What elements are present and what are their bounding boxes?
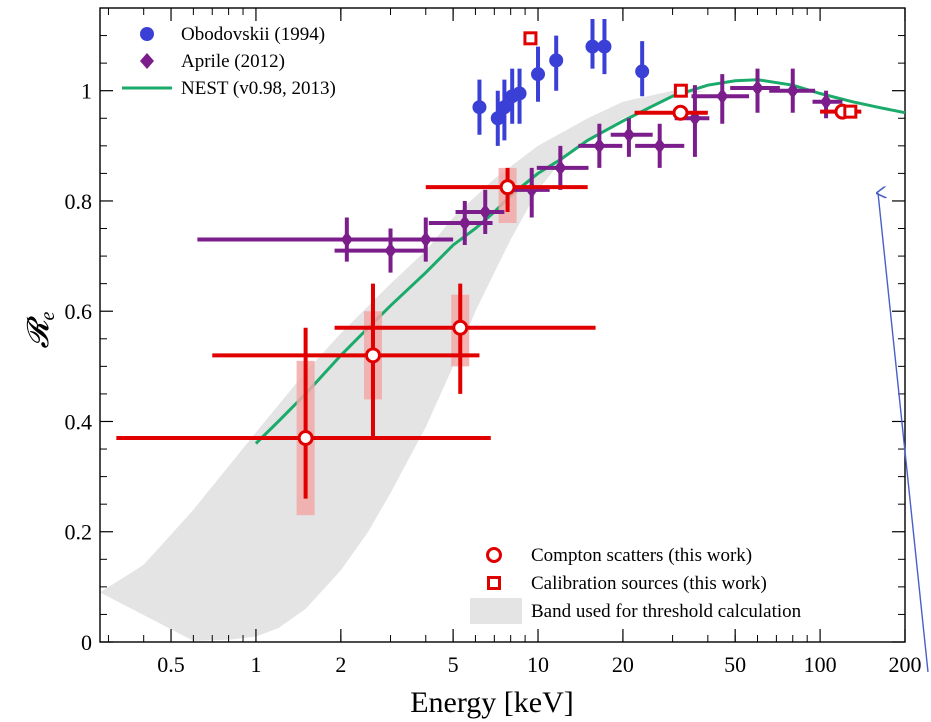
threshold-band (100, 90, 708, 641)
x-tick-label: 100 (804, 652, 837, 677)
x-tick-label: 0.5 (157, 652, 185, 677)
x-tick-label: 1 (250, 652, 261, 677)
calibration-point (523, 31, 538, 46)
compton-point (672, 104, 689, 121)
y-tick-label: 1 (81, 79, 92, 104)
aprile-point (751, 79, 764, 96)
legend-label: Obodovskii (1994) (181, 24, 325, 45)
legend-marker-obodovskii (140, 27, 154, 41)
aprile-point (786, 82, 799, 99)
y-tick-label: 0.6 (65, 299, 93, 324)
compton-point (364, 347, 381, 364)
x-tick-label: 10 (527, 652, 549, 677)
legend-marker-calibration (487, 576, 501, 590)
compton-point (297, 430, 314, 447)
legend-marker-compton (486, 547, 502, 563)
threshold-band-layer (100, 90, 708, 641)
aprile-point (820, 93, 833, 110)
x-tick-label: 5 (448, 652, 459, 677)
obodovskii-point (497, 100, 512, 115)
obodovskii-point (549, 53, 564, 68)
y-tick-label: 0.2 (65, 520, 93, 545)
legend-marker-aprile (140, 53, 154, 69)
y-tick-label: 0.8 (65, 189, 93, 214)
aprile-point (340, 231, 353, 248)
obodovskii-point (585, 39, 600, 54)
obodovskii-point (635, 64, 650, 79)
aprile-point (479, 203, 492, 220)
axes-layer: 0.5 1 2 5 10 20 50 100 200 0 0.2 0.4 0.6 0.8 1 (65, 7, 922, 677)
aprile-point (384, 242, 397, 259)
aprile-point (458, 215, 471, 232)
obodovskii-point (512, 86, 527, 101)
annotation-arrow (878, 193, 929, 673)
calibration-point (673, 83, 688, 98)
obodovskii-point (531, 67, 546, 82)
aprile-point (653, 137, 666, 154)
aprile-point (622, 126, 635, 143)
y-tick-label: 0.4 (65, 409, 93, 434)
x-tick-label: 50 (724, 652, 746, 677)
calibration-point (843, 104, 858, 119)
legend-label: Aprile (2012) (181, 51, 285, 72)
legend-label: Band used for threshold calculation (531, 601, 802, 622)
svg-text:𝓡e: 𝓡e (22, 311, 59, 348)
legend-label: NEST (v0.98, 2013) (181, 78, 336, 99)
x-tick-label: 2 (335, 652, 346, 677)
y-tick-label: 0 (81, 630, 92, 655)
data-points-layer (116, 19, 862, 516)
obodovskii-point (472, 100, 487, 115)
legend-marker-band (470, 598, 522, 624)
aprile-point (419, 231, 432, 248)
plot-frame (99, 7, 906, 643)
x-axis-label: Energy [keV] (410, 686, 574, 719)
legend-label: Compton scatters (this work) (531, 545, 752, 566)
obodovskii-point (597, 39, 612, 54)
aprile-point (593, 137, 606, 154)
aprile-point (716, 88, 729, 105)
x-tick-label: 20 (612, 652, 634, 677)
y-axis-label: 𝓡e (22, 311, 59, 348)
x-tick-label: 200 (889, 652, 922, 677)
compton-point (499, 179, 516, 196)
legend-label: Calibration sources (this work) (531, 573, 767, 594)
compton-point (452, 319, 469, 336)
legend-layer: Obodovskii (1994) Aprile (2012) NEST (v0.9… (122, 24, 802, 624)
aprile-point (554, 159, 567, 176)
obodovskii-point (490, 111, 505, 126)
